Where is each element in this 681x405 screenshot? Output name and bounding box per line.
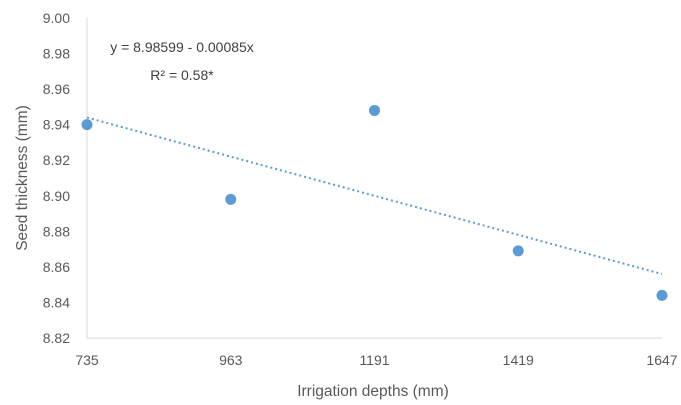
r-squared-label: R² = 0.58* xyxy=(150,67,214,83)
x-tick-label: 1419 xyxy=(503,352,534,368)
y-tick-label: 8.96 xyxy=(43,81,70,97)
x-tick-label: 1191 xyxy=(359,352,389,368)
y-tick-label: 8.82 xyxy=(43,330,70,346)
data-points xyxy=(81,104,668,301)
x-tick-label: 963 xyxy=(219,352,243,368)
y-tick-labels: 8.82 8.84 8.86 8.88 8.90 8.92 8.94 8.96 8.98 9.00 xyxy=(43,10,70,346)
y-tick-label: 8.84 xyxy=(43,294,70,310)
y-tick-label: 8.98 xyxy=(43,46,70,62)
y-tick-label: 8.90 xyxy=(43,188,70,204)
x-tick-label: 735 xyxy=(75,352,99,368)
trendline xyxy=(86,116,663,275)
trendline-equation: y = 8.98599 - 0.00085x xyxy=(110,39,254,55)
y-tick-label: 8.94 xyxy=(43,117,70,133)
y-tick-label: 8.86 xyxy=(43,259,70,275)
axes xyxy=(86,18,662,339)
y-tick-label: 8.92 xyxy=(43,152,70,168)
y-axis-title: Seed thickness (mm) xyxy=(14,105,31,251)
data-point xyxy=(225,193,237,205)
data-point xyxy=(81,119,93,131)
y-tick-label: 9.00 xyxy=(43,10,70,26)
x-axis-title: Irrigation depths (mm) xyxy=(297,383,449,400)
data-point xyxy=(369,104,380,116)
x-tick-labels: 735 963 1191 1419 1647 xyxy=(75,352,677,368)
x-tick-label: 1647 xyxy=(646,352,677,368)
data-point xyxy=(656,289,668,301)
y-tick-label: 8.88 xyxy=(43,223,70,239)
data-point xyxy=(512,245,524,257)
